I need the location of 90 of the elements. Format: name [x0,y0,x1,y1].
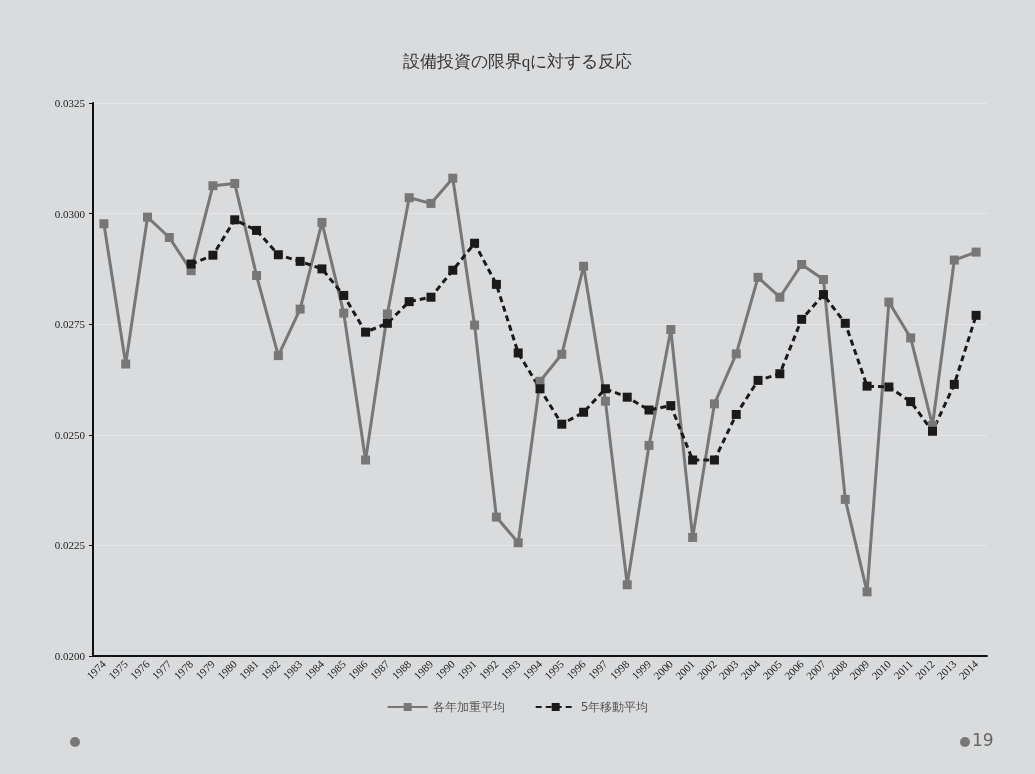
point [644,405,654,415]
point [273,351,283,361]
point [470,238,480,248]
point [273,250,283,260]
point [753,375,763,385]
point [600,396,610,406]
point [753,272,763,282]
x-tick-label: 1994 [520,657,545,682]
point [949,255,959,265]
point [208,181,218,191]
point [557,419,567,429]
point [317,217,327,227]
point [862,587,872,597]
point [688,532,698,542]
point [927,426,937,436]
point [252,271,262,281]
point [295,256,305,266]
point [906,333,916,343]
point [491,512,501,522]
point [818,290,828,300]
point [143,212,153,222]
y-tick-label: 0.0300 [54,207,86,220]
point [448,173,458,183]
point [797,259,807,269]
point [797,314,807,324]
point [731,349,741,359]
point [775,369,785,379]
point [317,264,327,274]
point [666,325,676,335]
point [818,275,828,285]
point [600,384,610,394]
text: 19 [972,729,994,750]
point [491,279,501,289]
point [884,382,894,392]
point [513,348,523,358]
point [949,379,959,389]
point [230,215,240,225]
y-tick-label: 0.0275 [54,318,86,331]
point [535,384,545,394]
point [470,320,480,330]
point [971,310,981,320]
point [230,179,240,189]
point [884,297,894,307]
y-tick-label: 0.0225 [54,539,86,552]
point [579,261,589,271]
point [404,193,414,203]
point [186,259,196,269]
y-tick-label: 0.0325 [54,97,86,109]
x-tick-label: 1989 [411,657,436,682]
point [426,198,436,208]
point [382,309,392,319]
point [622,392,632,402]
legend-label: 5年移動平均 [580,700,649,714]
point [208,250,218,260]
point [361,455,371,465]
point [731,409,741,419]
point [666,401,676,411]
y-tick-label: 0.0200 [54,650,86,662]
point [688,455,698,465]
point [382,318,392,328]
point [579,407,589,417]
point [361,327,371,337]
point [622,580,632,590]
point [404,297,414,307]
point [295,304,305,314]
point [709,455,719,465]
point [709,399,719,409]
point [339,290,349,300]
point [644,440,654,450]
x-tick-label: 1984 [302,657,327,682]
point [862,381,872,391]
point [339,308,349,318]
point [426,292,436,302]
point [164,232,174,242]
point [906,397,916,407]
x-tick-label: 1979 [193,657,218,682]
point [448,265,458,275]
point [99,219,109,229]
point [121,359,131,369]
point [775,292,785,302]
legend-label: 各年加重平均 [432,700,505,714]
point [840,318,850,328]
chart-title: 設備投資の限界qに対する反応 [402,52,633,71]
point [252,225,262,235]
x-tick-label: 1999 [629,657,654,682]
point [557,349,567,359]
point [513,538,523,548]
y-tick-label: 0.0250 [54,428,86,441]
point [971,247,981,257]
point [840,494,850,504]
